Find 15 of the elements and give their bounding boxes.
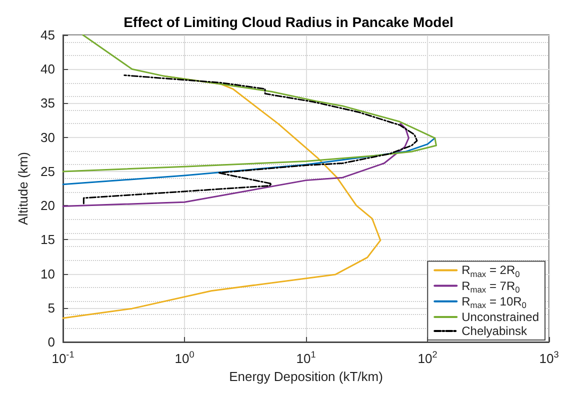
- y-tick-label: 0: [48, 334, 55, 350]
- y-tick-label: 5: [48, 300, 55, 316]
- chart-title: Effect of Limiting Cloud Radius in Pancake Model: [124, 14, 454, 30]
- y-tick-label: 20: [40, 198, 55, 214]
- y-tick-label: 25: [40, 164, 55, 179]
- y-axis-title: Altitude (km): [16, 152, 31, 225]
- y-tick-label: 30: [40, 130, 55, 145]
- y-tick-label: 35: [40, 96, 55, 111]
- y-tick-label: 15: [40, 232, 55, 248]
- legend-label: Chelyabinsk: [462, 324, 528, 338]
- y-tick-label: 10: [40, 266, 55, 282]
- x-axis-title: Energy Deposition (kT/km): [229, 369, 383, 384]
- legend-label: Unconstrained: [462, 310, 540, 324]
- y-tick-label: 40: [40, 62, 55, 77]
- y-tick-label: 45: [40, 28, 55, 42]
